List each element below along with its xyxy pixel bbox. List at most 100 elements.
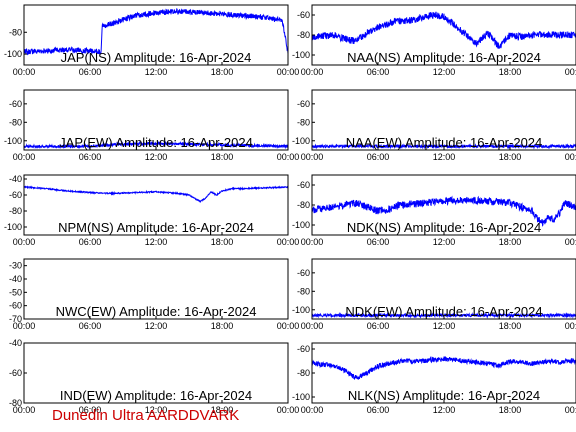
panel-1: 00:00 06:00 12:00 18:00 00:00 -100 -80 JAP(NS) … xyxy=(4,4,300,77)
y-tick-label: -80 xyxy=(297,200,310,210)
panel-2: 00:00 06:00 12:00 18:00 00:00 -100 -80 -60 NAA(N… xyxy=(292,4,576,77)
y-tick-label: -80 xyxy=(9,206,22,216)
y-tick-label: -80 xyxy=(297,368,310,378)
y-tick-label: -60 xyxy=(297,10,310,20)
series-line xyxy=(311,143,576,150)
x-tick-label: 06:00 xyxy=(79,67,102,77)
x-tick-label: 06:00 xyxy=(367,405,390,415)
x-tick-label: 00:00 xyxy=(13,152,36,162)
x-tick-label: 18:00 xyxy=(499,67,522,77)
x-tick-label: 00:00 xyxy=(565,405,576,415)
panel-5: 00:00 06:00 12:00 18:00 00:00 -100 -80 -60 -40 NP… xyxy=(4,174,299,247)
x-tick-label: 06:00 xyxy=(79,321,102,331)
x-tick-label: 00:00 xyxy=(301,405,324,415)
series-line xyxy=(311,11,576,49)
y-tick-label: -50 xyxy=(9,287,22,297)
y-tick-label: -80 xyxy=(9,398,22,408)
x-tick-label: 18:00 xyxy=(499,321,522,331)
x-tick-label: 06:00 xyxy=(367,152,390,162)
panel-7: 00:00 06:00 12:00 18:00 00:00-70-60-50-40-30… xyxy=(9,258,300,331)
x-tick-label: 00:00 xyxy=(13,405,36,415)
x-tick-label: 00:00 xyxy=(13,237,36,247)
y-tick-label: -100 xyxy=(4,49,22,59)
panel-6: 00:00 06:00 12:00 18:00 00:00 -100 -80 -60 NDK(N… xyxy=(292,174,576,247)
series-line xyxy=(311,311,576,319)
panel-title: JAP(EW) Amplitude: 16-Apr-2024 xyxy=(59,135,253,150)
x-tick-label: 06:00 xyxy=(367,237,390,247)
x-tick-label: 00:00 xyxy=(13,67,36,77)
x-tick-label: 06:00 xyxy=(79,237,102,247)
y-tick-label: -30 xyxy=(9,261,22,271)
x-tick-label: 00:00 xyxy=(277,237,300,247)
y-tick-label: -100 xyxy=(292,392,310,402)
x-tick-label: 00:00 xyxy=(565,237,576,247)
y-tick-label: -60 xyxy=(9,301,22,311)
x-tick-label: 00:00 xyxy=(565,67,576,77)
y-tick-label: -100 xyxy=(292,50,310,60)
panel-4: 00:00 06:00 12:00 18:00 00:00 -100 -80 -60 NAA(E… xyxy=(292,89,576,162)
panel-9: 00:00 06:00 12:00 18:00 00:00-80-60-40IND(EW… xyxy=(9,338,299,415)
panel-title: IND(EW) Amplitude: 16-Apr-2024 xyxy=(60,388,252,403)
x-tick-label: 12:00 xyxy=(433,67,456,77)
panel-title: NLK(NS) Amplitude: 16-Apr-2024 xyxy=(348,388,540,403)
panel-10: 00:00 06:00 12:00 18:00 00:00 -100 -80 -60 NLK(N… xyxy=(292,342,576,415)
y-tick-label: -80 xyxy=(297,117,310,127)
x-tick-label: 00:00 xyxy=(301,152,324,162)
x-tick-label: 00:00 xyxy=(301,321,324,331)
series-line xyxy=(23,140,289,150)
x-tick-label: 06:00 xyxy=(79,405,102,415)
panel-title: JAP(NS) Amplitude: 16-Apr-2024 xyxy=(61,50,252,65)
x-tick-label: 18:00 xyxy=(211,67,234,77)
y-tick-label: -80 xyxy=(9,117,22,127)
x-tick-label: 00:00 xyxy=(13,321,36,331)
panel-title: NPM(NS) Amplitude: 16-Apr-2024 xyxy=(58,220,254,235)
x-tick-label: 18:00 xyxy=(211,321,234,331)
series-line xyxy=(311,195,576,227)
y-tick-label: -60 xyxy=(297,180,310,190)
y-tick-label: -100 xyxy=(292,305,310,315)
x-tick-label: 00:00 xyxy=(301,237,324,247)
y-tick-label: -100 xyxy=(292,220,310,230)
y-tick-label: -80 xyxy=(297,30,310,40)
x-tick-label: 12:00 xyxy=(145,321,168,331)
y-tick-label: -60 xyxy=(9,99,22,109)
series-line xyxy=(23,8,289,56)
x-tick-label: 18:00 xyxy=(499,237,522,247)
x-tick-label: 18:00 xyxy=(211,152,234,162)
y-tick-label: -60 xyxy=(297,344,310,354)
y-tick-label: -60 xyxy=(297,268,310,278)
x-tick-label: 12:00 xyxy=(433,237,456,247)
y-tick-label: -40 xyxy=(9,338,22,348)
y-tick-label: -40 xyxy=(9,274,22,284)
x-tick-label: 00:00 xyxy=(565,152,576,162)
y-tick-label: -40 xyxy=(9,174,22,184)
y-tick-label: -80 xyxy=(297,286,310,296)
y-tick-label: -60 xyxy=(9,368,22,378)
x-tick-label: 00:00 xyxy=(301,67,324,77)
x-tick-label: 18:00 xyxy=(211,237,234,247)
x-tick-label: 00:00 xyxy=(277,321,300,331)
series-line xyxy=(311,355,576,381)
x-tick-label: 00:00 xyxy=(565,321,576,331)
series-line xyxy=(23,185,289,203)
panel-3: 00:00 06:00 12:00 18:00 00:00 -100 -80 -60 JAP(E… xyxy=(4,89,300,162)
y-tick-label: -80 xyxy=(9,27,22,37)
panel-8: 00:00 06:00 12:00 18:00 00:00 -100 -80 -60 NDK(E… xyxy=(292,258,576,331)
x-tick-label: 12:00 xyxy=(145,152,168,162)
x-tick-label: 06:00 xyxy=(367,321,390,331)
x-tick-label: 12:00 xyxy=(433,405,456,415)
y-tick-label: -60 xyxy=(9,190,22,200)
x-tick-label: 12:00 xyxy=(145,67,168,77)
y-tick-label: -100 xyxy=(292,136,310,146)
x-tick-label: 00:00 xyxy=(277,152,300,162)
x-tick-label: 00:00 xyxy=(277,405,300,415)
x-tick-label: 18:00 xyxy=(211,405,234,415)
x-tick-label: 06:00 xyxy=(367,67,390,77)
x-tick-label: 12:00 xyxy=(145,237,168,247)
panel-title: NAA(EW) Amplitude: 16-Apr-2024 xyxy=(346,135,543,150)
x-tick-label: 06:00 xyxy=(79,152,102,162)
x-tick-label: 18:00 xyxy=(499,152,522,162)
x-tick-label: 00:00 xyxy=(277,67,300,77)
x-tick-label: 12:00 xyxy=(433,321,456,331)
